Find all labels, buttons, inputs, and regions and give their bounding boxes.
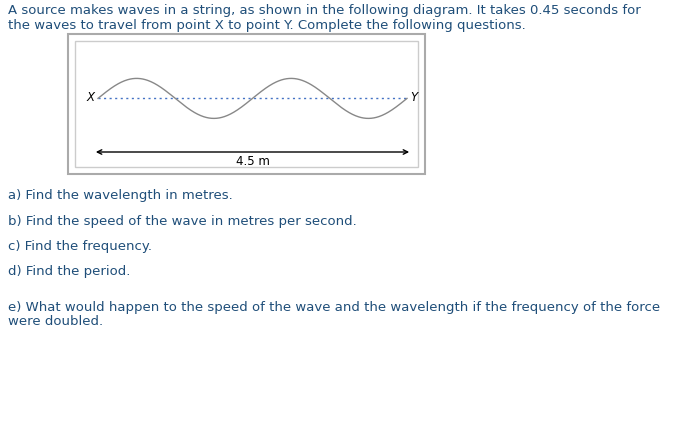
Text: X: X xyxy=(87,91,95,104)
Text: a) Find the wavelength in metres.: a) Find the wavelength in metres. xyxy=(8,189,233,202)
Bar xyxy=(75,41,418,167)
Text: c) Find the frequency.: c) Find the frequency. xyxy=(8,240,152,253)
Text: 4.5 m: 4.5 m xyxy=(236,155,270,168)
Bar xyxy=(68,34,425,174)
Text: d) Find the period.: d) Find the period. xyxy=(8,265,130,278)
Text: b) Find the speed of the wave in metres per second.: b) Find the speed of the wave in metres … xyxy=(8,215,357,228)
Text: were doubled.: were doubled. xyxy=(8,315,103,328)
Text: e) What would happen to the speed of the wave and the wavelength if the frequenc: e) What would happen to the speed of the… xyxy=(8,301,660,314)
Text: the waves to travel from point X to point Y. Complete the following questions.: the waves to travel from point X to poin… xyxy=(8,19,526,32)
Text: Y: Y xyxy=(410,91,417,104)
Text: A source makes waves in a string, as shown in the following diagram. It takes 0.: A source makes waves in a string, as sho… xyxy=(8,4,641,17)
